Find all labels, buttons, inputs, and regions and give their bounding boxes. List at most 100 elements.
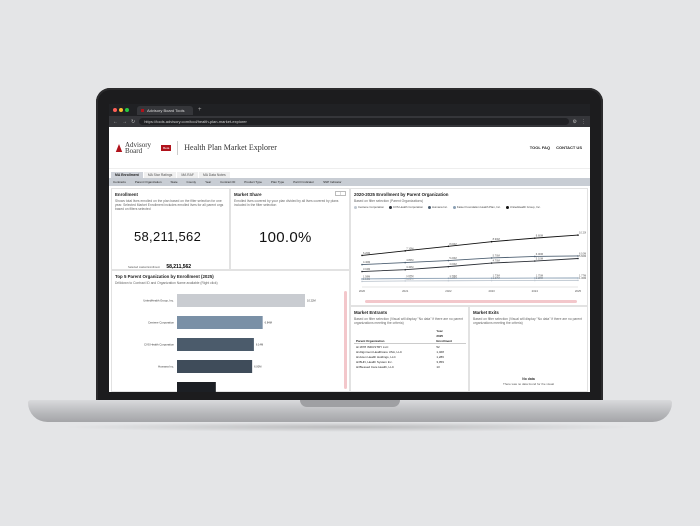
table-row[interactable]: ⊞ Alignment Healthcare USA, LLC 1,468 [354,349,466,354]
series-line[interactable] [361,258,579,272]
x-tick-label: 2022 [445,289,452,293]
extensions-icon[interactable]: ⚙ [572,118,577,125]
maximize-window-icon[interactable] [125,108,129,112]
legend-item[interactable]: UnitedHealth Group, Inc. [505,205,541,209]
filter-part-d-indicator[interactable]: Part D Indicator [293,180,315,184]
data-point[interactable] [447,279,450,282]
new-tab-button[interactable]: + [198,107,202,113]
tab-ma-enrollment[interactable]: MA Enrollment [111,172,143,178]
browser-tab[interactable]: Advisory Board Tools [137,105,193,115]
data-point[interactable] [361,263,363,266]
laptop-base [28,400,672,422]
trend-subtitle: Based on filter selection (Parent Organi… [354,199,424,203]
tab-ma-data-notes[interactable]: MA Data Notes [198,172,230,178]
forward-icon[interactable]: → [122,118,127,125]
data-point[interactable] [361,254,363,257]
browser-toolbar: ← → ↻ https://tools.advisory.com/tool/he… [109,116,590,127]
data-point[interactable] [534,260,536,262]
bar[interactable] [177,360,253,373]
series-line[interactable] [361,234,579,256]
menu-icon[interactable]: ⋮ [581,118,586,125]
data-point[interactable] [404,280,406,282]
logo-text-line1: Advisory [125,140,152,149]
legend-label: Humana Inc. [431,205,448,209]
browser-tab-strip: Advisory Board Tools + [109,104,590,116]
reload-icon[interactable]: ↻ [131,118,136,125]
legend-item[interactable]: Humana Inc. [427,205,448,209]
legend-item[interactable]: Centene Corporation [354,205,384,209]
data-label: 1.30M [579,276,586,280]
contact-us-link[interactable]: CONTACT US [556,145,582,150]
vertical-scrollbar[interactable] [344,291,347,389]
data-point[interactable] [577,234,579,236]
trend-line-chart[interactable]: 1.10M 1.20M 1.23M 1.27M 1.28M 1.30M3.04M3.40M… [354,227,586,299]
data-point[interactable] [490,279,493,282]
data-point[interactable] [534,279,536,282]
chart-scrollbar[interactable] [365,300,577,303]
data-point[interactable] [577,277,579,279]
tab-ma-raf[interactable]: MA RAF [177,172,198,178]
data-point[interactable] [361,278,363,280]
top5-bar-chart[interactable]: UnitedHealth Group, Inc. 10.22M Centene Co… [115,289,345,392]
legend-item[interactable]: CVS Health Corporation [388,205,423,209]
filter-contract-id[interactable]: Contract ID [220,180,236,184]
data-point[interactable] [447,245,450,248]
data-point[interactable] [447,265,450,268]
legend-item[interactable]: Kaiser Foundation Health Plan, Inc. [452,205,501,209]
tab-ma-star-ratings[interactable]: MA Star Ratings [143,172,177,178]
filter-contracts[interactable]: Contracts [113,180,126,184]
filter-state[interactable]: State [170,180,178,184]
data-point[interactable] [361,280,363,283]
data-point[interactable] [447,259,450,262]
table-row[interactable]: ⊞ Blessed Care Health, LLC 13 [354,364,466,369]
close-window-icon[interactable] [113,108,117,112]
series-line[interactable] [361,277,579,280]
bar[interactable] [177,338,254,351]
tool-faq-link[interactable]: TOOL FAQ [529,145,551,150]
filter-bar: Contracts Parent Organization State Coun… [109,178,590,186]
series-line[interactable] [361,255,579,266]
table-row[interactable]: ⊞ Avien Health Holdings, LLC 1,286 [354,354,466,359]
filter-year[interactable]: Year [205,180,212,184]
address-bar[interactable]: https://tools.advisory.com/tool/health-p… [139,118,569,125]
filter-product-type[interactable]: Product Type [244,180,262,184]
data-point[interactable] [490,240,493,243]
visual-options-icon[interactable]: ⋮ [335,191,346,196]
bar[interactable] [177,316,263,329]
data-point[interactable] [577,255,579,257]
data-point[interactable] [404,268,406,271]
data-point[interactable] [534,277,536,279]
advisory-board-logo[interactable]: Advisory Board [115,140,152,154]
data-point[interactable] [404,261,406,264]
back-icon[interactable]: ← [113,118,118,125]
table-row[interactable]: ⊞ BHN, Health System Inc. 3,059 [354,359,466,364]
data-point[interactable] [534,237,536,239]
filter-parent-organization[interactable]: Parent Organization [134,180,162,184]
data-point[interactable] [490,257,493,259]
data-point[interactable] [490,277,493,279]
trend-title: 2020-2025 Enrollment by Parent Organizat… [354,192,449,197]
data-label: 4.80M [406,258,413,262]
data-point[interactable] [361,270,363,273]
data-label: 1.67M [406,274,413,278]
market-share-description: Enrolled lives covered by your plan divi… [234,199,339,207]
filter-county[interactable]: County [186,180,197,184]
data-point[interactable] [534,255,536,258]
data-point[interactable] [490,262,493,264]
x-tick-label: 2020 [359,289,366,293]
data-point[interactable] [404,277,406,280]
bar[interactable] [177,294,305,307]
series-line[interactable] [361,279,579,282]
data-point[interactable] [577,257,579,260]
filter-plan-type[interactable]: Plan Type [270,180,285,184]
data-label: 1.58M [363,274,370,278]
data-label: 5.10M [536,257,543,261]
minimize-window-icon[interactable] [119,108,123,112]
entrants-year-value: 2025 [436,333,444,338]
data-point[interactable] [404,250,406,252]
table-row[interactable]: ⊞ 1878 INDUSTRY LLC 52 [354,344,466,350]
filter-snp-indicator[interactable]: SNP Indicator [323,180,342,184]
data-point[interactable] [447,277,450,280]
bar[interactable] [177,382,216,392]
data-point[interactable] [577,279,579,282]
